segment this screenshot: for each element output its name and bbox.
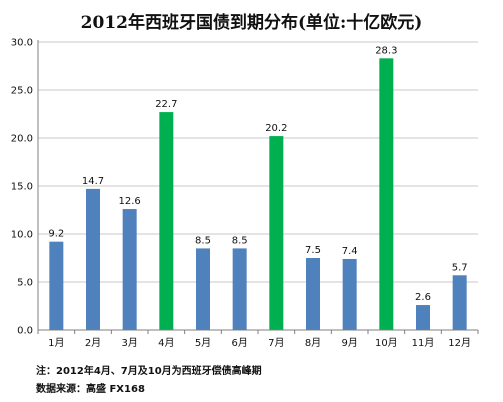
bar [306, 258, 320, 330]
x-tick-label: 5月 [195, 337, 211, 349]
data-label: 5.7 [452, 262, 468, 273]
y-tick-label: 15.0 [11, 182, 33, 193]
x-tick-label: 2月 [85, 337, 101, 349]
data-label: 7.4 [342, 246, 358, 257]
data-label: 12.6 [119, 196, 141, 207]
bars-layer [49, 58, 467, 330]
x-tick-label: 8月 [305, 337, 321, 349]
data-source: 数据来源：高盛 FX168 [36, 384, 145, 395]
y-tick-label: 30.0 [11, 38, 33, 49]
footnote: 注：2012年4月、7月及10月为西班牙偿债高峰期 [36, 366, 262, 377]
bar [122, 209, 137, 330]
y-tick-label: 10.0 [11, 230, 33, 241]
data-label: 2.6 [415, 292, 431, 303]
bar [379, 58, 394, 330]
x-tick-label: 10月 [375, 337, 398, 349]
y-tick-label: 25.0 [11, 86, 33, 97]
data-label: 7.5 [305, 245, 321, 256]
bar [196, 248, 210, 330]
data-label: 14.7 [82, 176, 104, 187]
x-tick-label: 7月 [268, 337, 284, 349]
data-label: 8.5 [195, 235, 211, 246]
bar [342, 258, 357, 330]
x-tick-label: 9月 [341, 337, 357, 349]
data-label: 28.3 [375, 45, 397, 56]
bar [49, 241, 64, 330]
y-tick-label: 20.0 [11, 134, 33, 145]
x-tick-label: 12月 [448, 337, 471, 349]
grid-layer [38, 41, 478, 283]
x-tick-label: 1月 [48, 337, 64, 349]
x-tick-label: 4月 [158, 337, 174, 349]
x-tick-label: 3月 [121, 337, 137, 349]
bar [159, 112, 174, 330]
y-tick-label: 0.0 [17, 326, 33, 337]
bar [86, 188, 100, 330]
bar [232, 248, 247, 330]
bar [416, 305, 430, 330]
bar [269, 136, 284, 330]
x-tick-label: 11月 [412, 337, 435, 349]
x-tick-label: 6月 [231, 337, 247, 349]
labels-layer: 9.2 1月 14.7 2月 12.6 3月 22.7 4月 8.5 5月 8.5 6月 20.2 7月 7… [48, 45, 471, 349]
data-label: 8.5 [232, 235, 248, 246]
axis-layer: 0.0 5.0 10.0 15.0 20.0 25.0 30.0 [11, 38, 479, 337]
data-label: 22.7 [155, 99, 177, 110]
data-label: 9.2 [48, 229, 64, 240]
data-label: 20.2 [265, 123, 287, 134]
bar [452, 275, 467, 330]
y-tick-label: 5.0 [17, 278, 33, 289]
chart-title: 2012年西班牙国债到期分布(单位:十亿欧元) [80, 13, 423, 33]
